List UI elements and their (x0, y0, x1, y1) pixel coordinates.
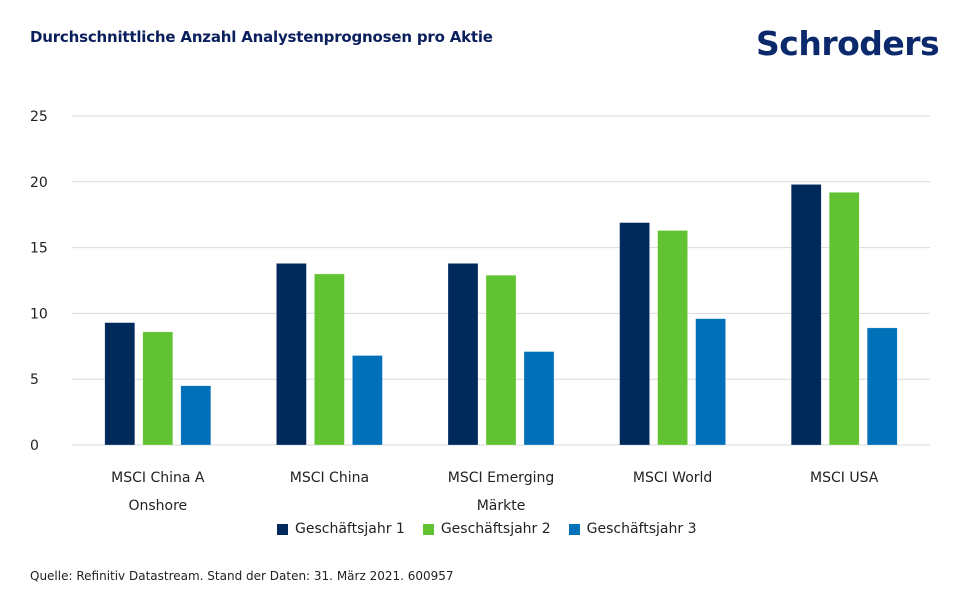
x-category-label: Onshore (128, 498, 187, 514)
bar-2-2 (314, 273, 345, 446)
bar-1-2 (276, 263, 307, 446)
bar-2-1 (142, 331, 174, 446)
bar-1-5 (790, 184, 822, 446)
legend-item-2: Geschäftsjahr 2 (422, 521, 551, 537)
y-tick-label: 20 (30, 175, 48, 191)
legend-swatch (277, 523, 288, 535)
legend-label: Geschäftsjahr 1 (295, 521, 405, 537)
x-category-label: MSCI World (633, 470, 712, 486)
x-category-label: MSCI China (290, 470, 369, 486)
x-category-label: MSCI USA (810, 470, 879, 486)
y-tick-label: 5 (30, 372, 39, 388)
legend-label: Geschäftsjahr 3 (586, 521, 697, 537)
bar-1-3 (447, 263, 479, 446)
legend-item-3: Geschäftsjahr 3 (568, 521, 697, 537)
bar-chart: 0 5 10 15 20 25 MSCI China A Onshore MSCI China… (30, 109, 930, 514)
bar-2-5 (828, 192, 860, 446)
legend-item-1: Geschäftsjahr 1 (277, 521, 405, 537)
bar-1-1 (104, 322, 136, 446)
y-tick-label: 25 (30, 109, 48, 125)
x-category-label: MSCI Emerging (448, 470, 554, 486)
source-note: Quelle: Refinitiv Datastream. Stand der … (30, 569, 454, 583)
y-tick-label: 15 (30, 241, 48, 257)
y-tick-label: 10 (30, 306, 48, 322)
bar-3-5 (866, 327, 898, 446)
bar-3-4 (695, 318, 726, 446)
bar-1-4 (619, 222, 650, 446)
x-category-label: Märkte (477, 498, 526, 514)
chart-title: Durchschnittliche Anzahl Analystenprogno… (30, 28, 493, 46)
x-category-label: MSCI China A (111, 470, 205, 486)
bar-2-3 (485, 274, 517, 446)
schroders-logo: Schroders (756, 24, 940, 63)
bar-3-1 (180, 385, 212, 446)
legend-label: Geschäftsjahr 2 (440, 521, 551, 537)
y-tick-label: 0 (30, 438, 39, 454)
bar-2-4 (657, 230, 688, 446)
bar-3-2 (352, 355, 383, 446)
legend-swatch (568, 523, 580, 535)
legend-swatch (422, 523, 434, 535)
chart-legend: Geschäftsjahr 1 Geschäftsjahr 2 Geschäftsj… (277, 521, 696, 537)
bar-3-3 (523, 351, 555, 446)
